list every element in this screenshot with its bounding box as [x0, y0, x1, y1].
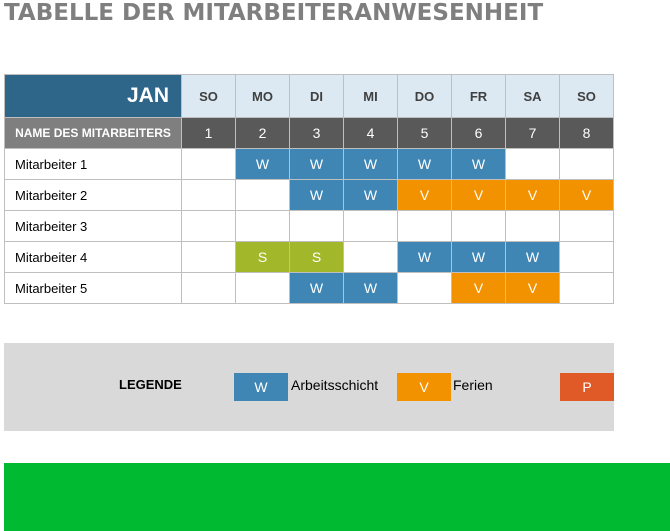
employee-name: Mitarbeiter 4: [4, 241, 182, 273]
green-banner: [4, 463, 670, 531]
attendance-cell[interactable]: V: [397, 179, 452, 211]
attendance-cell[interactable]: V: [505, 272, 560, 304]
attendance-cell[interactable]: W: [235, 148, 290, 180]
day-number-1: 1: [181, 117, 236, 149]
day-name-8: SO: [559, 74, 614, 118]
legend-label-work: Arbeitsschicht: [291, 377, 379, 393]
day-name-3: DI: [289, 74, 344, 118]
attendance-cell[interactable]: S: [289, 241, 344, 273]
attendance-cell[interactable]: W: [397, 148, 452, 180]
attendance-cell[interactable]: V: [559, 179, 614, 211]
day-number-2: 2: [235, 117, 290, 149]
day-name-1: SO: [181, 74, 236, 118]
attendance-cell[interactable]: [181, 272, 236, 304]
attendance-cell[interactable]: [181, 210, 236, 242]
attendance-cell[interactable]: W: [397, 241, 452, 273]
attendance-cell[interactable]: [505, 210, 560, 242]
attendance-cell[interactable]: [181, 241, 236, 273]
day-name-6: FR: [451, 74, 506, 118]
day-name-2: MO: [235, 74, 290, 118]
day-number-6: 6: [451, 117, 506, 149]
legend: LEGENDE W Arbeitsschicht V Ferien P: [4, 343, 614, 431]
attendance-cell[interactable]: V: [451, 272, 506, 304]
day-name-4: MI: [343, 74, 398, 118]
attendance-cell[interactable]: W: [343, 272, 398, 304]
attendance-cell[interactable]: [289, 210, 344, 242]
attendance-cell[interactable]: [397, 272, 452, 304]
attendance-cell[interactable]: [397, 210, 452, 242]
attendance-cell[interactable]: V: [451, 179, 506, 211]
attendance-cell[interactable]: [559, 210, 614, 242]
attendance-cell[interactable]: W: [289, 179, 344, 211]
name-header: NAME DES MITARBEITERS: [4, 117, 182, 149]
legend-key-p: P: [560, 373, 614, 401]
page-title: TABELLE DER MITARBEITERANWESENHEIT: [4, 0, 544, 26]
attendance-cell[interactable]: W: [451, 148, 506, 180]
attendance-cell[interactable]: [181, 179, 236, 211]
attendance-cell[interactable]: [235, 179, 290, 211]
employee-name: Mitarbeiter 3: [4, 210, 182, 242]
day-number-7: 7: [505, 117, 560, 149]
attendance-cell[interactable]: [181, 148, 236, 180]
attendance-cell[interactable]: W: [289, 148, 344, 180]
attendance-cell[interactable]: [559, 148, 614, 180]
table-row: Mitarbeiter 3: [4, 210, 614, 242]
employee-name: Mitarbeiter 5: [4, 272, 182, 304]
attendance-cell[interactable]: [505, 148, 560, 180]
month-label: JAN: [4, 74, 182, 118]
attendance-table: JAN SO MO DI MI DO FR SA SO NAME DES MITARBEITE…: [4, 74, 614, 304]
day-name-7: SA: [505, 74, 560, 118]
legend-key-work: W: [234, 373, 288, 401]
attendance-cell[interactable]: [451, 210, 506, 242]
attendance-cell[interactable]: W: [451, 241, 506, 273]
employee-name: Mitarbeiter 2: [4, 179, 182, 211]
attendance-cell[interactable]: [343, 210, 398, 242]
legend-key-vacation: V: [397, 373, 451, 401]
attendance-cell[interactable]: W: [343, 179, 398, 211]
day-name-5: DO: [397, 74, 452, 118]
day-number-4: 4: [343, 117, 398, 149]
day-number-3: 3: [289, 117, 344, 149]
attendance-cell[interactable]: [559, 272, 614, 304]
legend-label-vacation: Ferien: [453, 377, 493, 393]
attendance-cell[interactable]: W: [289, 272, 344, 304]
attendance-cell[interactable]: [343, 241, 398, 273]
employee-name: Mitarbeiter 1: [4, 148, 182, 180]
attendance-cell[interactable]: [235, 272, 290, 304]
attendance-cell[interactable]: W: [505, 241, 560, 273]
day-number-5: 5: [397, 117, 452, 149]
attendance-cell[interactable]: W: [343, 148, 398, 180]
attendance-cell[interactable]: V: [505, 179, 560, 211]
attendance-cell[interactable]: [235, 210, 290, 242]
attendance-cell[interactable]: [559, 241, 614, 273]
day-number-8: 8: [559, 117, 614, 149]
legend-title: LEGENDE: [119, 377, 182, 392]
attendance-cell[interactable]: S: [235, 241, 290, 273]
